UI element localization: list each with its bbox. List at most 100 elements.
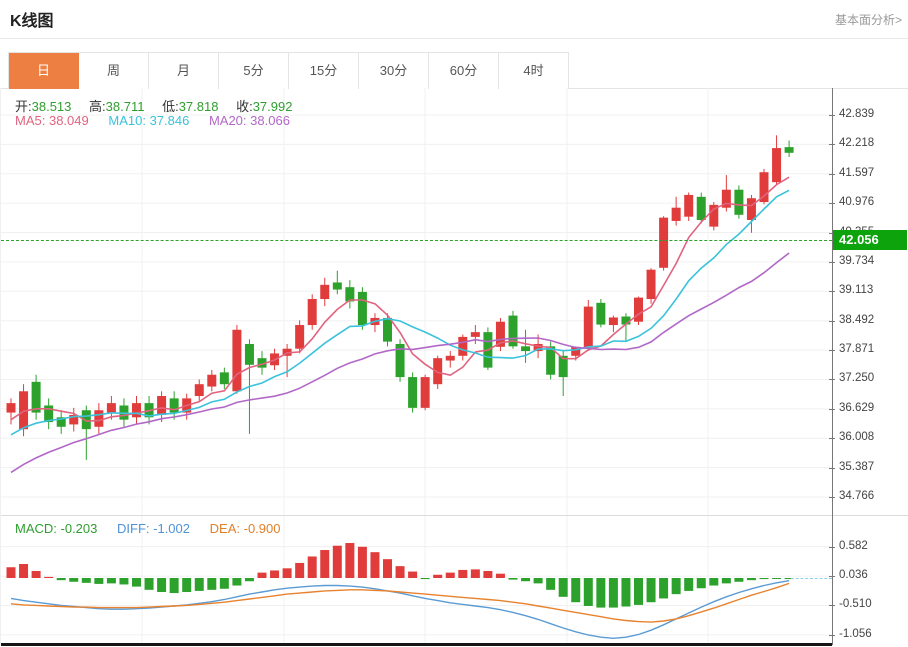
candle-body — [257, 358, 267, 368]
macd-bar — [169, 578, 179, 594]
macd-bar — [734, 578, 744, 582]
candle-body — [533, 343, 543, 352]
macd-bar — [370, 552, 380, 578]
macd-bar — [282, 568, 292, 578]
tab-15分[interactable]: 15分 — [289, 53, 359, 89]
ohlc-legend: 开:38.513 高:38.711 低:37.818 收:37.992 — [15, 96, 306, 115]
candlestick-chart[interactable] — [1, 88, 832, 516]
candle-body — [408, 377, 418, 408]
axis-tick-label: 38.492 — [839, 313, 875, 326]
axis-tick-mark — [829, 408, 835, 410]
dea-line — [10, 582, 790, 623]
axis-tick-mark — [829, 320, 835, 322]
axis-tick-label: 34.766 — [839, 490, 875, 502]
tab-60分[interactable]: 60分 — [429, 53, 499, 89]
high-value: 38.711 — [105, 99, 145, 114]
candle-body — [31, 381, 41, 413]
tab-日[interactable]: 日 — [9, 53, 79, 89]
candle-body — [194, 384, 204, 397]
close-value: 37.992 — [252, 99, 293, 114]
axis-tick-mark — [829, 173, 835, 175]
macd-chart[interactable] — [1, 516, 832, 645]
macd-bar — [521, 578, 531, 582]
candle-body — [759, 172, 769, 203]
candle-body — [357, 291, 367, 326]
tab-5分[interactable]: 5分 — [219, 53, 289, 89]
candle-body — [44, 405, 54, 423]
macd-histogram — [6, 543, 794, 608]
axis-tick-label: 0.582 — [839, 539, 868, 552]
axis-tick-label: 37.871 — [839, 343, 875, 356]
macd-bar — [696, 578, 706, 589]
macd-bar — [784, 578, 794, 580]
candle-body — [207, 374, 217, 387]
axis-tick-mark — [829, 144, 835, 146]
macd-bar — [94, 578, 104, 584]
axis-tick-label: -0.510 — [839, 598, 872, 611]
axis-tick-mark — [829, 203, 835, 205]
fundamental-analysis-link[interactable]: 基本面分析> — [834, 13, 902, 27]
candle-body — [772, 148, 782, 183]
axis-tick-mark — [829, 497, 835, 498]
tab-30分[interactable]: 30分 — [359, 53, 429, 89]
axis-tick-mark — [829, 546, 835, 548]
open-label: 开: — [15, 99, 32, 114]
macd-bar — [608, 578, 618, 608]
macd-bar — [621, 578, 631, 607]
tab-周[interactable]: 周 — [79, 53, 149, 89]
macd-bar — [395, 566, 405, 578]
candle-body — [420, 377, 430, 408]
candle-body — [634, 297, 643, 322]
current-price-dotted-line — [1, 240, 832, 241]
macd-bar — [495, 573, 505, 578]
candle-body — [19, 391, 29, 430]
candle-body — [219, 372, 229, 385]
tab-4时[interactable]: 4时 — [499, 53, 569, 89]
ma5-value: MA5: 38.049 — [15, 113, 89, 128]
axis-tick-label: 42.839 — [839, 108, 875, 120]
candle-body — [571, 346, 581, 356]
diff-value: DIFF: -1.002 — [117, 521, 191, 536]
macd-bar — [546, 578, 556, 590]
macd-bar — [332, 545, 342, 578]
open-value: 38.513 — [31, 99, 72, 114]
macd-bar — [759, 578, 769, 580]
candle-body — [244, 343, 254, 365]
axis-tick-label: 0.036 — [839, 569, 868, 582]
period-tabs: 日周月 5分 15分 30分 60分 4时 — [8, 52, 569, 89]
tab-月[interactable]: 月 — [149, 53, 219, 89]
macd-bar — [508, 578, 518, 580]
price-axis-line — [832, 88, 833, 645]
candle-body — [696, 196, 706, 220]
candle-body — [6, 403, 16, 413]
candle-body — [721, 189, 731, 208]
macd-bar — [634, 578, 643, 605]
candle-body — [583, 306, 593, 348]
candle-body — [345, 287, 355, 302]
axis-tick-mark — [829, 261, 835, 263]
axis-tick-label: 39.113 — [839, 284, 874, 297]
panel-divider — [1, 515, 908, 516]
ma20-line — [10, 252, 790, 474]
macd-bar — [295, 562, 305, 578]
candle-body — [106, 403, 116, 413]
candle-body — [521, 346, 531, 352]
ma-legend: MA5: 38.049 MA10: 37.846 MA20: 38.066 — [15, 113, 290, 128]
macd-bar — [483, 571, 493, 578]
ma10-value: MA10: 37.846 — [108, 113, 190, 128]
macd-bar — [357, 546, 367, 578]
candles — [6, 135, 794, 460]
candle-body — [332, 282, 342, 290]
macd-bar — [194, 578, 204, 591]
axis-tick-label: 39.734 — [839, 254, 875, 267]
macd-bar — [6, 567, 16, 578]
axis-tick-mark — [829, 350, 835, 352]
macd-bar — [583, 578, 593, 606]
axis-tick-mark — [829, 438, 835, 440]
macd-bar — [81, 578, 91, 583]
chart-region: 42.83942.21841.59740.97640.35539.73439.1… — [0, 88, 908, 646]
axis-tick-mark — [829, 379, 835, 381]
title-divider — [0, 38, 908, 39]
dea-value: DEA: -0.900 — [209, 521, 281, 536]
candle-body — [157, 396, 167, 415]
